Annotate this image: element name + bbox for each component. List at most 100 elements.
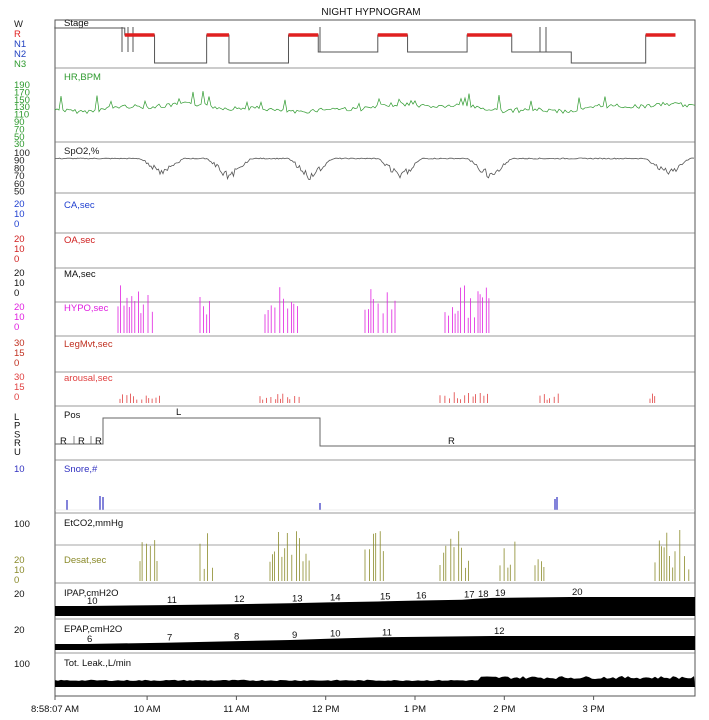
hr-tick-label: 190	[14, 80, 30, 91]
ma-tick-label: 0	[14, 288, 19, 299]
arousal-tick-label: 0	[14, 392, 19, 403]
ipap-step-label: 19	[495, 588, 506, 599]
pos-tick-label: L	[14, 412, 19, 423]
stage-level-label: N3	[14, 59, 26, 70]
spo2-trace	[55, 157, 695, 181]
spo2-tick-label: 100	[14, 148, 30, 159]
etco2-title: EtCO2,mmHg	[64, 518, 123, 529]
hypo-tick-label: 0	[14, 322, 19, 333]
spo2-tick-label: 70	[14, 171, 25, 182]
spo2-tick-label: 60	[14, 179, 25, 190]
ca-tick-label: 0	[14, 219, 19, 230]
ipap-tick-label: 20	[14, 589, 25, 600]
ipap-step-label: 14	[330, 592, 341, 603]
hr-trace	[54, 90, 696, 115]
pos-segment-label: R	[78, 436, 85, 447]
ipap-area	[55, 597, 695, 616]
leak-title: Tot. Leak.,L/min	[64, 658, 131, 669]
ipap-step-label: 16	[416, 591, 427, 602]
stage-trace	[54, 25, 676, 64]
oa-title: OA,sec	[64, 235, 95, 246]
legmvt-tick-label: 30	[14, 338, 25, 349]
x-tick-label: 1 PM	[404, 704, 426, 715]
epap-area	[55, 636, 695, 650]
ipap-step-label: 11	[167, 595, 177, 606]
pos-segment-label: L	[176, 407, 181, 418]
x-tick-label: 11 AM	[223, 704, 249, 715]
epap-title: EPAP,cmH2O	[64, 624, 122, 635]
spo2-tick-label: 80	[14, 163, 25, 174]
panel-layer: WRN1N2N3Stage19017015013011090705030HR,B…	[14, 18, 696, 687]
leak-tick-label: 100	[14, 659, 30, 670]
epap-tick-label: 20	[14, 625, 25, 636]
hr-title: HR,BPM	[64, 72, 101, 83]
epap-step-label: 7	[167, 633, 172, 644]
oa-tick-label: 10	[14, 244, 25, 255]
pos-tick-label: P	[14, 421, 20, 432]
stage-title: Stage	[64, 18, 89, 29]
hr-tick-label: 70	[14, 124, 25, 135]
hr-tick-label: 50	[14, 132, 25, 143]
ma-tick-label: 10	[14, 278, 25, 289]
snore-title: Snore,#	[64, 464, 98, 475]
hr-tick-label: 130	[14, 102, 30, 113]
epap-step-label: 11	[382, 627, 392, 638]
ipap-step-label: 15	[380, 592, 391, 603]
snore-tick-label: 10	[14, 464, 25, 475]
stage-level-label: W	[14, 19, 23, 30]
ipap-step-label: 20	[572, 587, 583, 598]
desat-tick-label: 0	[14, 575, 19, 586]
hypo-tick-label: 10	[14, 312, 25, 323]
pos-trace	[55, 417, 695, 447]
pos-segment-label: R	[60, 436, 67, 447]
stage-level-label: R	[14, 29, 21, 40]
desat-tick-label: 20	[14, 555, 25, 566]
desat-tick-label: 10	[14, 565, 25, 576]
hr-tick-label: 110	[14, 110, 29, 121]
ipap-step-label: 18	[478, 589, 489, 600]
arousal-tick-label: 15	[14, 382, 25, 393]
oa-tick-label: 0	[14, 254, 19, 265]
chart-frame	[54, 19, 696, 697]
spo2-tick-label: 90	[14, 156, 25, 167]
desat-title: Desat,sec	[64, 555, 106, 566]
legmvt-tick-label: 0	[14, 358, 19, 369]
epap-step-label: 9	[292, 630, 297, 641]
ma-tick-label: 20	[14, 268, 25, 279]
pos-segment-label: R	[448, 436, 455, 447]
leak-area	[55, 676, 695, 687]
hr-tick-label: 90	[14, 117, 25, 128]
pos-tick-label: U	[14, 447, 21, 458]
hypo-title: HYPO,sec	[64, 303, 109, 314]
ipap-step-label: 10	[87, 596, 98, 607]
x-tick-label: 10 AM	[134, 704, 161, 715]
ipap-step-label: 12	[234, 594, 245, 605]
etco2-tick-label: 100	[14, 519, 30, 530]
ipap-step-label: 13	[292, 593, 303, 604]
epap-step-label: 8	[234, 631, 239, 642]
x-tick-label: 2 PM	[493, 704, 515, 715]
stage-level-label: N2	[14, 49, 26, 60]
hr-tick-label: 150	[14, 95, 30, 106]
chart-title: NIGHT HYPNOGRAM	[321, 7, 420, 18]
hr-tick-label: 170	[14, 87, 30, 98]
hr-tick-label: 30	[14, 139, 25, 150]
ca-tick-label: 10	[14, 209, 25, 220]
spo2-title: SpO2,%	[64, 146, 100, 157]
epap-step-label: 12	[494, 626, 505, 637]
x-tick-label: 12 PM	[312, 704, 340, 715]
ipap-title: IPAP,cmH2O	[64, 588, 119, 599]
hypo-tick-label: 20	[14, 302, 25, 313]
x-axis: 8:58:07 AM 10 AM 11 AM 12 PM 1 PM 2 PM 3 PM	[31, 696, 605, 715]
arousal-title: arousal,sec	[64, 373, 113, 384]
ca-title: CA,sec	[64, 200, 95, 211]
pos-tick-label: R	[14, 438, 21, 449]
oa-tick-label: 20	[14, 234, 25, 245]
ma-title: MA,sec	[64, 269, 96, 280]
arousal-tick-label: 30	[14, 372, 25, 383]
legmvt-title: LegMvt,sec	[64, 339, 113, 350]
legmvt-tick-label: 15	[14, 348, 25, 359]
pos-segment-label: R	[95, 436, 102, 447]
x-tick-label: 8:58:07 AM	[31, 704, 79, 715]
